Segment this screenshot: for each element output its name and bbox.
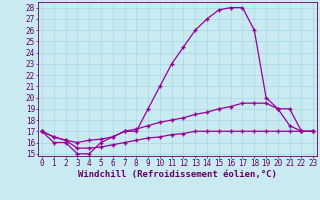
X-axis label: Windchill (Refroidissement éolien,°C): Windchill (Refroidissement éolien,°C) (78, 170, 277, 179)
